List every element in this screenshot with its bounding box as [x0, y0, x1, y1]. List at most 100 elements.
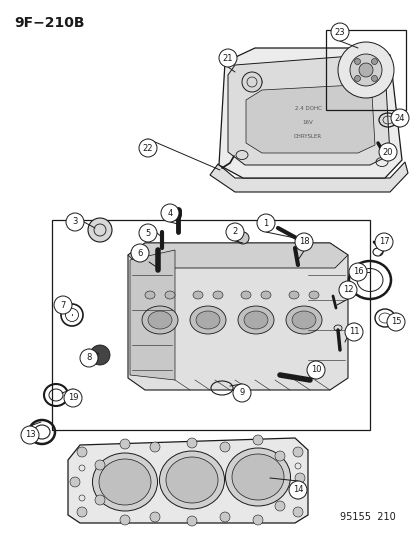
- Circle shape: [120, 515, 130, 525]
- Circle shape: [378, 143, 396, 161]
- Circle shape: [150, 512, 159, 522]
- Text: 14: 14: [292, 486, 302, 495]
- Ellipse shape: [285, 306, 321, 334]
- Ellipse shape: [99, 459, 151, 505]
- Polygon shape: [209, 162, 407, 192]
- Ellipse shape: [145, 291, 154, 299]
- Polygon shape: [68, 438, 307, 523]
- Circle shape: [354, 76, 360, 82]
- Circle shape: [66, 213, 84, 231]
- Circle shape: [370, 59, 377, 64]
- Ellipse shape: [231, 454, 283, 500]
- Circle shape: [139, 139, 157, 157]
- Polygon shape: [228, 55, 389, 165]
- Circle shape: [233, 384, 250, 402]
- Circle shape: [70, 477, 80, 487]
- Circle shape: [187, 516, 197, 526]
- Circle shape: [219, 512, 230, 522]
- Text: 4: 4: [167, 208, 172, 217]
- Text: 13: 13: [25, 431, 35, 440]
- Circle shape: [236, 232, 248, 244]
- Ellipse shape: [225, 448, 290, 506]
- Circle shape: [150, 442, 159, 452]
- Text: 21: 21: [222, 53, 233, 62]
- Circle shape: [187, 438, 197, 448]
- Text: 9: 9: [239, 389, 244, 398]
- Text: 7: 7: [60, 301, 66, 310]
- Ellipse shape: [165, 291, 175, 299]
- Text: CHRYSLER: CHRYSLER: [293, 133, 321, 139]
- Polygon shape: [128, 243, 347, 390]
- Ellipse shape: [260, 291, 271, 299]
- Circle shape: [292, 447, 302, 457]
- Text: 22: 22: [142, 143, 153, 152]
- Polygon shape: [245, 85, 374, 153]
- Ellipse shape: [142, 306, 178, 334]
- Circle shape: [294, 233, 312, 251]
- Ellipse shape: [92, 453, 157, 511]
- Ellipse shape: [195, 311, 219, 329]
- Text: 3: 3: [72, 217, 78, 227]
- Text: 17: 17: [378, 238, 388, 246]
- Text: 16: 16: [352, 268, 363, 277]
- Circle shape: [349, 54, 381, 86]
- Circle shape: [88, 218, 112, 242]
- Ellipse shape: [166, 457, 218, 503]
- Circle shape: [354, 59, 360, 64]
- Circle shape: [95, 460, 105, 470]
- Circle shape: [370, 76, 377, 82]
- Text: 23: 23: [334, 28, 344, 36]
- Text: 10: 10: [310, 366, 320, 375]
- Ellipse shape: [237, 306, 273, 334]
- Circle shape: [139, 224, 157, 242]
- Circle shape: [77, 447, 87, 457]
- Circle shape: [90, 345, 110, 365]
- Bar: [52, 220, 369, 430]
- Text: 5: 5: [145, 229, 150, 238]
- Circle shape: [390, 109, 408, 127]
- Circle shape: [219, 442, 230, 452]
- Circle shape: [344, 323, 362, 341]
- Text: 15: 15: [390, 318, 400, 327]
- Circle shape: [274, 501, 284, 511]
- Text: 1: 1: [263, 219, 268, 228]
- Circle shape: [54, 296, 72, 314]
- Ellipse shape: [308, 291, 318, 299]
- Ellipse shape: [243, 311, 267, 329]
- Circle shape: [242, 72, 261, 92]
- Ellipse shape: [288, 291, 298, 299]
- Circle shape: [161, 204, 178, 222]
- Circle shape: [120, 439, 130, 449]
- Text: 18: 18: [298, 238, 309, 246]
- Circle shape: [95, 495, 105, 505]
- Circle shape: [218, 49, 236, 67]
- Circle shape: [252, 515, 262, 525]
- Text: 12: 12: [342, 286, 352, 295]
- Polygon shape: [130, 250, 175, 380]
- Text: 19: 19: [68, 393, 78, 402]
- Circle shape: [337, 42, 393, 98]
- Circle shape: [330, 23, 348, 41]
- Circle shape: [338, 281, 356, 299]
- Circle shape: [374, 233, 392, 251]
- Circle shape: [256, 214, 274, 232]
- Text: 9F−210B: 9F−210B: [14, 16, 84, 30]
- Ellipse shape: [192, 291, 202, 299]
- Polygon shape: [218, 48, 401, 178]
- Text: 2.4 DOHC: 2.4 DOHC: [294, 106, 320, 110]
- Ellipse shape: [291, 311, 315, 329]
- Circle shape: [225, 223, 243, 241]
- Text: 11: 11: [348, 327, 358, 336]
- Circle shape: [80, 349, 98, 367]
- Circle shape: [306, 361, 324, 379]
- Text: 95155  210: 95155 210: [339, 512, 395, 522]
- Ellipse shape: [240, 291, 250, 299]
- Circle shape: [274, 451, 284, 461]
- Circle shape: [64, 389, 82, 407]
- Ellipse shape: [147, 311, 171, 329]
- Circle shape: [368, 59, 386, 77]
- Ellipse shape: [190, 306, 225, 334]
- Text: 6: 6: [137, 248, 142, 257]
- Text: 8: 8: [86, 353, 91, 362]
- Circle shape: [294, 473, 304, 483]
